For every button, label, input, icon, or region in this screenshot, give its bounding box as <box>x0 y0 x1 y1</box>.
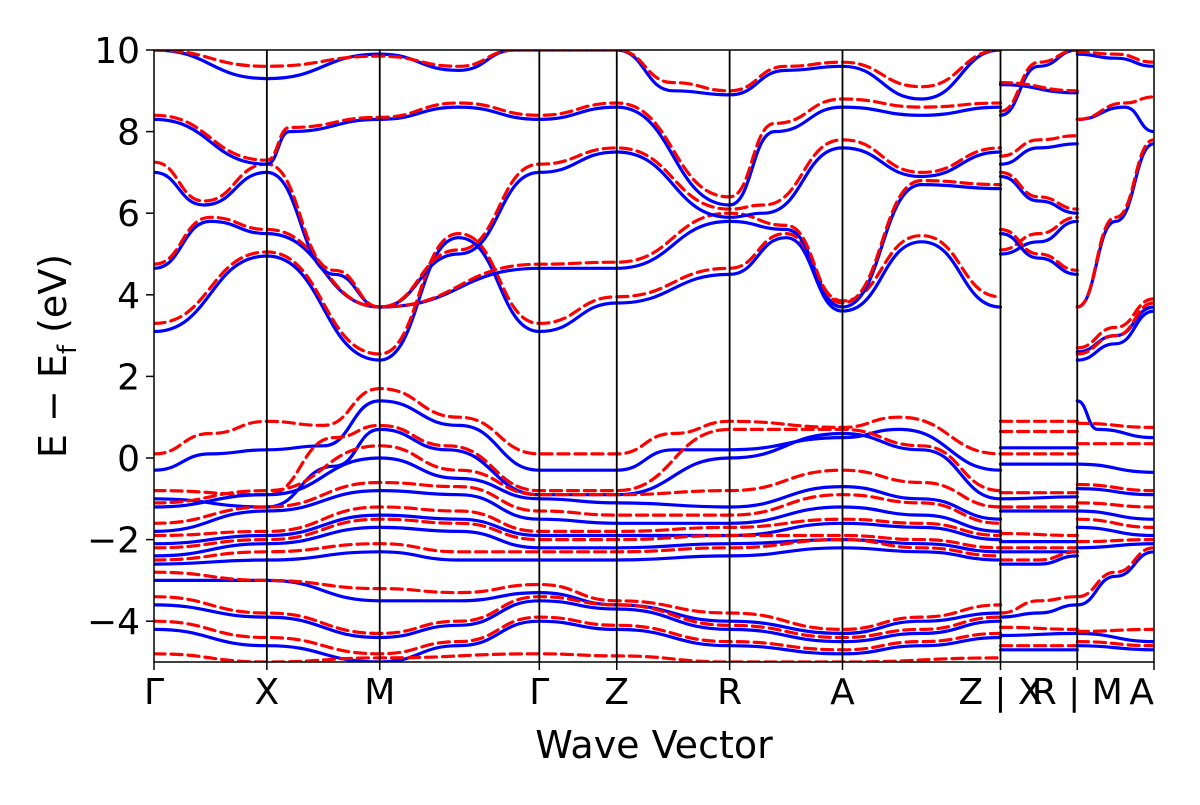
dashed-band-line-89 <box>1075 627 1154 633</box>
dashed-band-line-75 <box>1075 421 1154 429</box>
dashed-band-line-36 <box>998 134 1079 158</box>
kpoint-label-1: X <box>255 672 280 713</box>
dashed-band-line-40 <box>998 215 1079 252</box>
y-axis-label: E − Ef (eV) <box>31 254 83 458</box>
solid-band-line-24 <box>154 578 1003 635</box>
solid-band-line-78 <box>1075 487 1154 497</box>
kpoint-label-7: Z | X <box>958 672 1042 713</box>
solid-band-line-22 <box>154 546 1003 566</box>
y-tick-label-7: 10 <box>94 31 140 72</box>
y-axis-ticks: −4 −2 0 2 4 6 8 10 <box>87 31 154 643</box>
solid-band-line-0 <box>154 236 1003 362</box>
solid-band-line-80 <box>1075 509 1154 521</box>
solid-band-line-84 <box>1075 542 1154 550</box>
x-axis-label: Wave Vector <box>535 723 773 767</box>
y-axis-label-unit: (eV) <box>31 254 75 345</box>
solid-band-line-18 <box>154 513 1003 546</box>
y-tick-label-5: 6 <box>117 194 140 235</box>
dashed-band-line-79 <box>1075 482 1154 493</box>
solid-band-line-26 <box>154 599 1003 644</box>
dashed-band-line-32 <box>998 50 1079 113</box>
dashed-band-line-3 <box>154 179 1003 309</box>
solid-band-line-90 <box>1075 644 1154 652</box>
y-tick-label-0: −4 <box>87 602 140 643</box>
solid-band-line-86 <box>1075 550 1154 607</box>
solid-band-line-48 <box>998 495 1079 501</box>
dashed-band-line-83 <box>1075 517 1154 529</box>
dashed-band-line-19 <box>154 505 1003 538</box>
y-tick-label-1: −2 <box>87 521 140 562</box>
solid-band-line-82 <box>1075 525 1154 538</box>
dashed-band-line-59 <box>998 595 1079 615</box>
kpoint-label-9: A <box>1129 672 1154 713</box>
dashed-band-line-13 <box>154 423 1003 497</box>
solid-band-line-76 <box>1075 462 1154 474</box>
solid-band-line-74 <box>1075 399 1154 440</box>
y-tick-label-6: 8 <box>117 113 140 154</box>
dashed-band-line-53 <box>998 531 1079 538</box>
dashed-band-line-17 <box>154 480 1003 525</box>
kpoint-label-2: M <box>364 672 395 713</box>
dashed-band-line-71 <box>1075 297 1154 350</box>
dashed-band-line-87 <box>1075 546 1154 599</box>
kpoint-lines <box>265 50 1079 662</box>
dashed-band-line-27 <box>154 595 1003 640</box>
dashed-band-line-42 <box>998 227 1079 272</box>
solid-band-line-33 <box>998 83 1079 95</box>
dashed-band-line-57 <box>998 550 1079 562</box>
solid-band-line-37 <box>998 174 1079 215</box>
y-axis-label-subscript: f <box>53 344 83 354</box>
dashed-band-line-61 <box>998 625 1079 631</box>
kpoint-label-6: A <box>830 672 855 713</box>
solid-band-line-88 <box>1075 631 1154 644</box>
dashed-band-line-34 <box>998 81 1079 93</box>
kpoint-label-8: R | M <box>1032 672 1123 713</box>
dashed-band-line-15 <box>154 444 1003 509</box>
solid-band-line-35 <box>998 142 1079 166</box>
dashed-band-line-21 <box>154 517 1003 550</box>
solid-band-line-28 <box>154 619 1003 662</box>
solid-band-line-72 <box>1075 309 1154 362</box>
y-tick-label-3: 2 <box>117 357 140 398</box>
y-tick-label-4: 4 <box>117 276 140 317</box>
dashed-band-line-38 <box>998 170 1079 211</box>
solid-band-line-39 <box>998 219 1079 256</box>
dashed-band-line-85 <box>1075 538 1154 544</box>
dashed-band-line-67 <box>1075 95 1154 121</box>
y-tick-label-2: 0 <box>117 439 140 480</box>
solid-band-line-56 <box>998 554 1079 566</box>
solid-band-line-16 <box>154 489 1003 533</box>
solid-band-line-41 <box>998 232 1079 276</box>
dashed-band-line-9 <box>154 50 1003 93</box>
dashed-band-line-23 <box>154 538 1003 562</box>
kpoint-label-4: Z <box>604 672 629 713</box>
solid-band-line-14 <box>154 456 1003 521</box>
solid-band-line-58 <box>998 603 1079 619</box>
kpoint-label-0: Γ <box>144 672 164 713</box>
dashed-band-line-65 <box>1075 50 1154 64</box>
solid-band-line-64 <box>1075 52 1154 68</box>
dashed-band-line-73 <box>1075 301 1154 356</box>
dashed-band-line-91 <box>1075 640 1154 648</box>
kpoint-label-5: R <box>717 672 742 713</box>
kpoint-label-3: Γ <box>529 672 549 713</box>
dashed-band-line-25 <box>154 570 1003 631</box>
dashed-band-line-69 <box>1075 138 1154 309</box>
y-axis-label-main: E − E <box>31 354 75 458</box>
plot-frame <box>153 49 1155 663</box>
dashed-band-line-11 <box>154 387 1003 456</box>
dashed-band-line-81 <box>1075 501 1154 509</box>
dashed-band-line-29 <box>154 615 1003 656</box>
solid-band-line-60 <box>998 631 1079 638</box>
